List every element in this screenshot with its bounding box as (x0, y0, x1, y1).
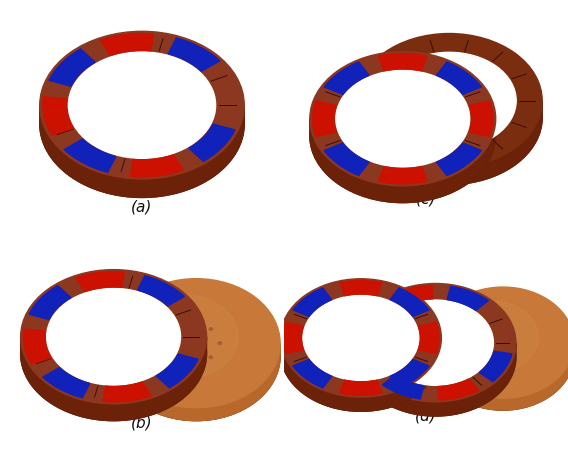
Polygon shape (112, 343, 280, 421)
Ellipse shape (112, 291, 280, 421)
Ellipse shape (47, 305, 181, 402)
Polygon shape (293, 288, 332, 317)
Polygon shape (64, 139, 116, 172)
Polygon shape (76, 272, 124, 291)
Polygon shape (189, 124, 235, 161)
Ellipse shape (432, 299, 568, 410)
Polygon shape (20, 337, 207, 421)
Ellipse shape (189, 337, 204, 349)
Polygon shape (419, 322, 439, 353)
Polygon shape (359, 304, 392, 334)
Polygon shape (49, 49, 95, 86)
Polygon shape (293, 359, 332, 388)
Polygon shape (390, 288, 429, 317)
Polygon shape (382, 53, 516, 118)
Polygon shape (336, 70, 470, 136)
Polygon shape (378, 300, 494, 357)
Polygon shape (469, 101, 493, 136)
Polygon shape (312, 101, 336, 136)
Ellipse shape (378, 314, 494, 400)
Polygon shape (340, 380, 382, 395)
Polygon shape (68, 52, 216, 123)
Ellipse shape (68, 70, 216, 177)
Polygon shape (382, 375, 424, 399)
Polygon shape (357, 344, 386, 374)
Ellipse shape (173, 350, 177, 352)
Polygon shape (324, 62, 369, 94)
Polygon shape (355, 343, 516, 416)
Polygon shape (101, 34, 154, 55)
Ellipse shape (355, 283, 516, 402)
Polygon shape (479, 351, 512, 382)
Polygon shape (436, 143, 482, 176)
Polygon shape (438, 379, 479, 400)
Ellipse shape (336, 87, 470, 184)
Polygon shape (137, 276, 185, 306)
Ellipse shape (382, 69, 516, 166)
Ellipse shape (446, 301, 538, 373)
Polygon shape (283, 322, 303, 353)
Polygon shape (40, 105, 244, 198)
Ellipse shape (303, 309, 419, 395)
Ellipse shape (310, 52, 496, 186)
Polygon shape (43, 368, 90, 398)
Ellipse shape (209, 356, 212, 359)
Polygon shape (281, 338, 441, 411)
Ellipse shape (189, 324, 193, 327)
Polygon shape (130, 155, 183, 177)
Ellipse shape (209, 328, 212, 330)
Ellipse shape (303, 295, 419, 381)
Polygon shape (447, 286, 488, 310)
Ellipse shape (68, 52, 216, 158)
Ellipse shape (112, 279, 280, 408)
Polygon shape (23, 329, 51, 364)
Polygon shape (390, 359, 429, 388)
Ellipse shape (281, 293, 441, 411)
Polygon shape (310, 119, 496, 202)
Text: (a): (a) (131, 200, 153, 215)
Polygon shape (103, 382, 151, 402)
Polygon shape (378, 53, 427, 71)
Text: (b): (b) (131, 416, 153, 431)
Ellipse shape (356, 50, 542, 185)
Ellipse shape (432, 287, 568, 398)
Polygon shape (324, 143, 369, 176)
Ellipse shape (336, 70, 470, 167)
Ellipse shape (189, 360, 193, 362)
Polygon shape (436, 62, 482, 94)
Text: (c): (c) (416, 191, 436, 206)
Ellipse shape (218, 342, 222, 344)
Polygon shape (47, 288, 181, 353)
Ellipse shape (496, 338, 509, 348)
Polygon shape (392, 285, 433, 306)
Polygon shape (432, 343, 568, 410)
Ellipse shape (281, 279, 441, 397)
Ellipse shape (193, 340, 200, 346)
Ellipse shape (129, 295, 238, 379)
Ellipse shape (356, 34, 542, 168)
Ellipse shape (20, 286, 207, 421)
Polygon shape (29, 286, 71, 320)
Polygon shape (356, 101, 542, 185)
Ellipse shape (382, 52, 516, 149)
Ellipse shape (173, 334, 177, 337)
Ellipse shape (20, 269, 207, 404)
Polygon shape (168, 38, 220, 71)
Polygon shape (156, 354, 198, 388)
Polygon shape (340, 281, 382, 296)
Polygon shape (43, 97, 73, 135)
Ellipse shape (47, 288, 181, 385)
Ellipse shape (500, 340, 506, 345)
Polygon shape (303, 295, 419, 352)
Ellipse shape (378, 300, 494, 385)
Ellipse shape (355, 298, 516, 416)
Ellipse shape (40, 31, 244, 179)
Text: (d): (d) (415, 409, 437, 423)
Ellipse shape (310, 68, 496, 202)
Polygon shape (378, 167, 427, 184)
Ellipse shape (40, 50, 244, 198)
